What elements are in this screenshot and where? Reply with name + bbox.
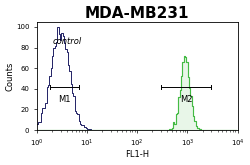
Text: M2: M2: [180, 95, 192, 104]
Text: M1: M1: [58, 95, 71, 104]
X-axis label: FL1-H: FL1-H: [125, 150, 149, 159]
Y-axis label: Counts: Counts: [6, 61, 15, 91]
Text: control: control: [52, 37, 82, 46]
Title: MDA-MB231: MDA-MB231: [85, 6, 190, 21]
